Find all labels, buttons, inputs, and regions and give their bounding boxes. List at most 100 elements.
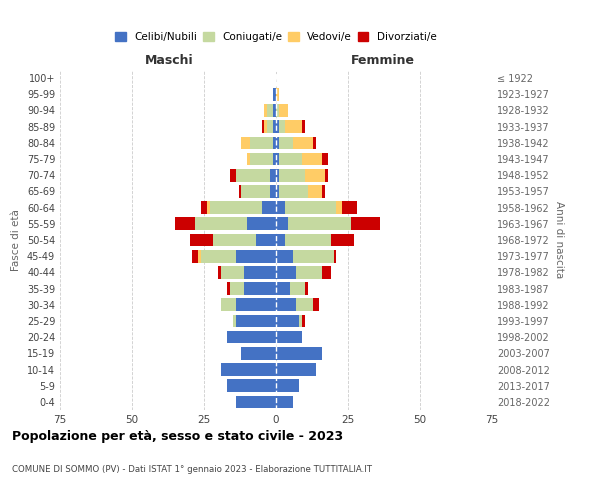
Bar <box>279 169 305 181</box>
Bar <box>210 202 262 214</box>
Bar <box>196 218 247 230</box>
Bar <box>262 120 265 133</box>
Bar <box>322 185 325 198</box>
Bar <box>276 266 296 278</box>
Bar <box>302 314 305 328</box>
Bar <box>201 250 236 262</box>
Bar <box>270 185 276 198</box>
Bar <box>276 298 296 311</box>
Bar <box>256 234 276 246</box>
Bar <box>221 363 276 376</box>
Bar <box>276 250 293 262</box>
Bar <box>247 152 250 166</box>
Bar <box>198 250 201 262</box>
Bar <box>296 298 313 311</box>
Bar <box>305 169 325 181</box>
Bar <box>236 169 270 181</box>
Bar <box>273 88 276 101</box>
Bar <box>276 185 279 198</box>
Bar <box>241 136 250 149</box>
Bar <box>221 298 236 311</box>
Bar <box>244 266 276 278</box>
Bar <box>241 185 270 198</box>
Text: Maschi: Maschi <box>145 54 194 67</box>
Bar <box>230 169 236 181</box>
Bar <box>293 250 334 262</box>
Bar <box>276 169 279 181</box>
Bar <box>279 136 293 149</box>
Text: Popolazione per età, sesso e stato civile - 2023: Popolazione per età, sesso e stato civil… <box>12 430 343 443</box>
Bar <box>279 185 308 198</box>
Bar <box>236 298 276 311</box>
Bar <box>233 314 236 328</box>
Bar <box>175 218 196 230</box>
Bar <box>279 152 302 166</box>
Bar <box>276 331 302 344</box>
Bar <box>239 185 241 198</box>
Text: COMUNE DI SOMMO (PV) - Dati ISTAT 1° gennaio 2023 - Elaborazione TUTTITALIA.IT: COMUNE DI SOMMO (PV) - Dati ISTAT 1° gen… <box>12 465 372 474</box>
Bar <box>322 266 331 278</box>
Bar <box>212 234 256 246</box>
Bar <box>201 202 207 214</box>
Bar <box>276 363 316 376</box>
Bar <box>284 234 331 246</box>
Bar <box>293 136 313 149</box>
Bar <box>262 202 276 214</box>
Bar <box>190 234 212 246</box>
Bar <box>276 282 290 295</box>
Bar <box>302 120 305 133</box>
Bar <box>230 282 244 295</box>
Bar <box>342 202 356 214</box>
Bar <box>322 152 328 166</box>
Bar <box>296 266 322 278</box>
Text: Femmine: Femmine <box>350 54 415 67</box>
Bar <box>207 202 210 214</box>
Bar <box>218 266 221 278</box>
Bar <box>276 218 287 230</box>
Bar <box>279 120 284 133</box>
Bar <box>276 120 279 133</box>
Bar <box>265 120 268 133</box>
Bar <box>276 380 299 392</box>
Bar <box>290 282 305 295</box>
Bar <box>250 136 273 149</box>
Bar <box>337 202 342 214</box>
Bar <box>276 88 279 101</box>
Bar <box>236 396 276 408</box>
Bar <box>227 380 276 392</box>
Bar <box>236 250 276 262</box>
Bar <box>313 136 316 149</box>
Bar <box>308 185 322 198</box>
Y-axis label: Anni di nascita: Anni di nascita <box>554 202 564 278</box>
Bar <box>276 396 293 408</box>
Bar <box>276 152 279 166</box>
Bar <box>279 104 287 117</box>
Bar <box>273 104 276 117</box>
Bar <box>284 202 337 214</box>
Bar <box>250 152 273 166</box>
Bar <box>287 218 351 230</box>
Bar <box>276 202 284 214</box>
Bar <box>241 347 276 360</box>
Bar <box>193 250 198 262</box>
Bar <box>299 314 302 328</box>
Bar <box>276 136 279 149</box>
Bar <box>302 152 322 166</box>
Bar <box>273 136 276 149</box>
Bar <box>221 266 244 278</box>
Y-axis label: Fasce di età: Fasce di età <box>11 209 21 271</box>
Bar <box>334 250 337 262</box>
Bar <box>244 282 276 295</box>
Bar <box>276 234 284 246</box>
Bar <box>305 282 308 295</box>
Bar <box>270 169 276 181</box>
Bar <box>273 120 276 133</box>
Bar <box>276 347 322 360</box>
Bar <box>276 314 299 328</box>
Bar <box>227 331 276 344</box>
Bar <box>273 152 276 166</box>
Bar <box>236 314 276 328</box>
Bar <box>284 120 302 133</box>
Bar <box>227 282 230 295</box>
Legend: Celibi/Nubili, Coniugati/e, Vedovi/e, Divorziati/e: Celibi/Nubili, Coniugati/e, Vedovi/e, Di… <box>113 30 439 44</box>
